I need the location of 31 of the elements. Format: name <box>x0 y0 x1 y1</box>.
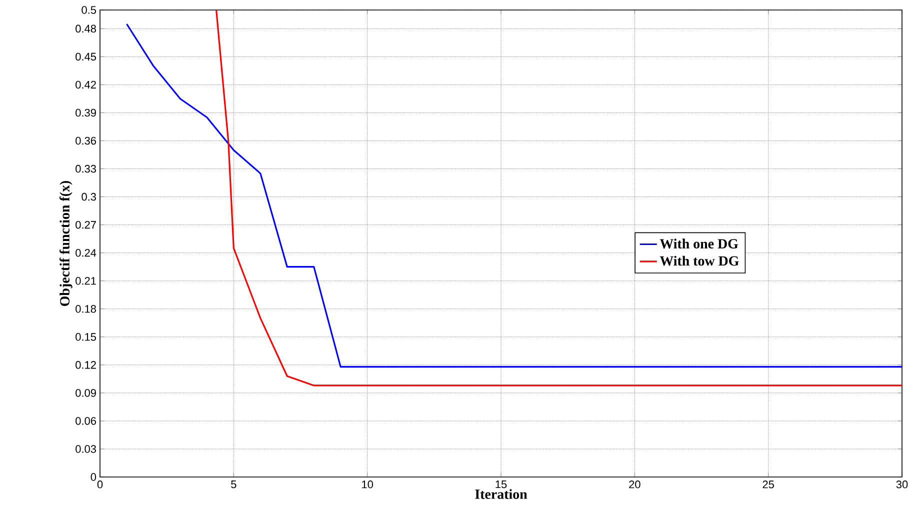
line-series <box>215 10 902 386</box>
x-tick-label: 5 <box>231 480 236 488</box>
y-tick-label: 0.45 <box>76 52 96 61</box>
y-tick-label: 0.21 <box>76 276 96 285</box>
y-tick-label: 0.36 <box>76 136 96 145</box>
y-tick-label: 0.15 <box>76 333 96 341</box>
x-tick-label: 15 <box>496 480 507 488</box>
legend-label: With one DG <box>660 238 738 249</box>
x-tick-label: 10 <box>362 480 373 488</box>
y-tick-label: 0.12 <box>76 361 96 369</box>
legend-label: With tow DG <box>660 256 739 266</box>
y-tick-label: 0.24 <box>76 248 96 257</box>
y-tick-label: 0.5 <box>82 6 96 14</box>
x-tick-label: 0 <box>97 480 103 488</box>
y-tick-label: 0.18 <box>76 305 96 313</box>
x-tick-label: 25 <box>762 480 774 488</box>
y-tick-label: 0.27 <box>76 220 96 229</box>
y-tick-label: 0.03 <box>76 445 96 453</box>
y-tick-label: 0.09 <box>76 389 96 397</box>
y-tick-label: 0.42 <box>76 80 96 89</box>
y-tick-label: 0.48 <box>76 24 96 33</box>
y-tick-label: 0.06 <box>76 417 96 425</box>
y-axis-title: Objectif function f(x) <box>60 180 72 306</box>
y-tick-label: 0 <box>90 473 96 481</box>
line-series <box>126 23 902 368</box>
x-axis-title: Iteration <box>475 489 528 499</box>
x-tick-label: 30 <box>896 480 908 488</box>
x-tick-label: 20 <box>629 480 640 488</box>
y-tick-label: 0.39 <box>76 108 96 117</box>
y-tick-label: 0.3 <box>82 192 96 201</box>
y-tick-label: 0.33 <box>76 164 96 173</box>
